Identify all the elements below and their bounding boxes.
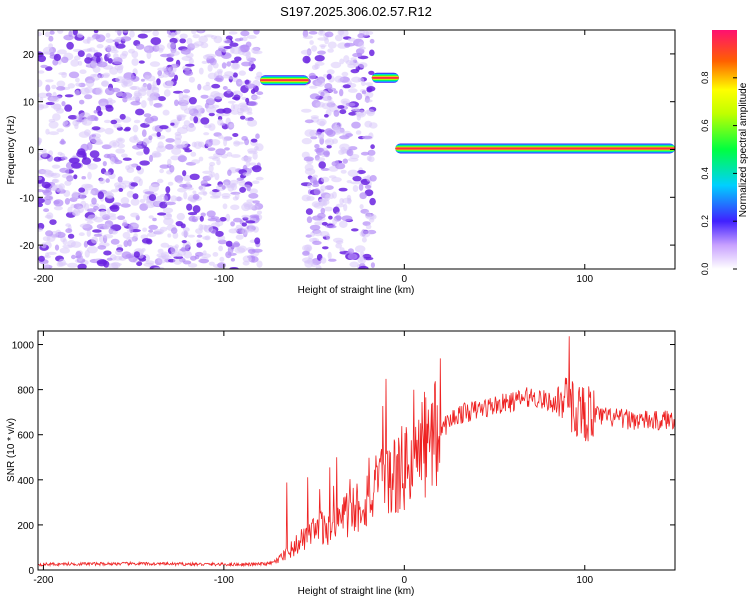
snr-xtick-label: 100 <box>576 575 593 586</box>
spectrogram-ytick-label: 20 <box>23 50 35 61</box>
snr-ytick-label: 800 <box>17 386 34 397</box>
snr-ytick-label: 1000 <box>12 341 35 352</box>
snr-xtick-label: -200 <box>33 575 53 586</box>
noise-region-2 <box>300 30 378 269</box>
colorbar-tick-label: 0.0 <box>700 263 710 276</box>
snr-series-line <box>38 336 675 568</box>
spectrogram-ytick-label: 0 <box>28 146 34 157</box>
snr-xtick-label: -100 <box>214 575 234 586</box>
colorbar-label: Normalized spectral amplitude <box>738 82 749 217</box>
colorbar-ticks: 0.0 0.2 0.4 0.6 0.8 <box>700 72 737 276</box>
snr-xlabel: Height of straight line (km) <box>298 586 415 597</box>
snr-frame <box>37 330 676 571</box>
snr-xtick-label: 0 <box>402 575 408 586</box>
snr-ytick-label: 600 <box>17 431 34 442</box>
spectrogram-image <box>38 30 675 269</box>
spectrogram-ytick-label: -10 <box>20 193 35 204</box>
spectrogram-xtick-label: 0 <box>402 274 408 285</box>
spectrogram-ylabel: Frequency (Hz) <box>6 116 17 185</box>
spectrogram-ytick-label: -20 <box>20 241 35 252</box>
colorbar-tick-label: 0.2 <box>700 215 710 228</box>
spectrogram-xtick-label: 100 <box>576 274 593 285</box>
snr-ytick-label: 0 <box>28 566 34 577</box>
spectrogram-xtick-label: -200 <box>33 274 53 285</box>
snr-ytick-label: 200 <box>17 521 34 532</box>
colorbar-tick-label: 0.4 <box>700 167 710 180</box>
figure-title: S197.2025.306.02.57.R12 <box>280 4 432 19</box>
spectral-feature-main-trace <box>395 143 675 154</box>
spectrogram-ytick-label: 10 <box>23 98 35 109</box>
spectrogram-xtick-label: -100 <box>214 274 234 285</box>
snr-ytick-label: 400 <box>17 476 34 487</box>
noise-region-1 <box>38 30 264 269</box>
colorbar-tick-label: 0.8 <box>700 72 710 85</box>
colorbar: 0.0 0.2 0.4 0.6 0.8 Normalized spectral ampl… <box>700 30 749 275</box>
spectral-feature-echo-2 <box>371 72 399 83</box>
colorbar-tick-label: 0.6 <box>700 119 710 132</box>
spectrogram-xlabel: Height of straight line (km) <box>298 285 415 296</box>
colorbar-gradient <box>712 30 737 269</box>
spectral-feature-echo-1 <box>260 75 309 86</box>
snr-ylabel: SNR (10 * v/v) <box>6 418 17 482</box>
